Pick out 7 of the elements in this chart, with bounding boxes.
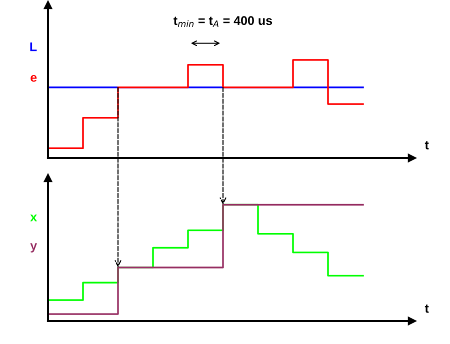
x-axis-title: t	[424, 304, 429, 313]
text: e	[30, 74, 37, 82]
text: y	[30, 243, 38, 252]
text: t$_{min}$ = t$_{A}$ = 400 us	[174, 16, 272, 27]
text: x	[30, 214, 37, 222]
text: L	[30, 42, 37, 52]
x-axis-title: t	[424, 141, 429, 150]
